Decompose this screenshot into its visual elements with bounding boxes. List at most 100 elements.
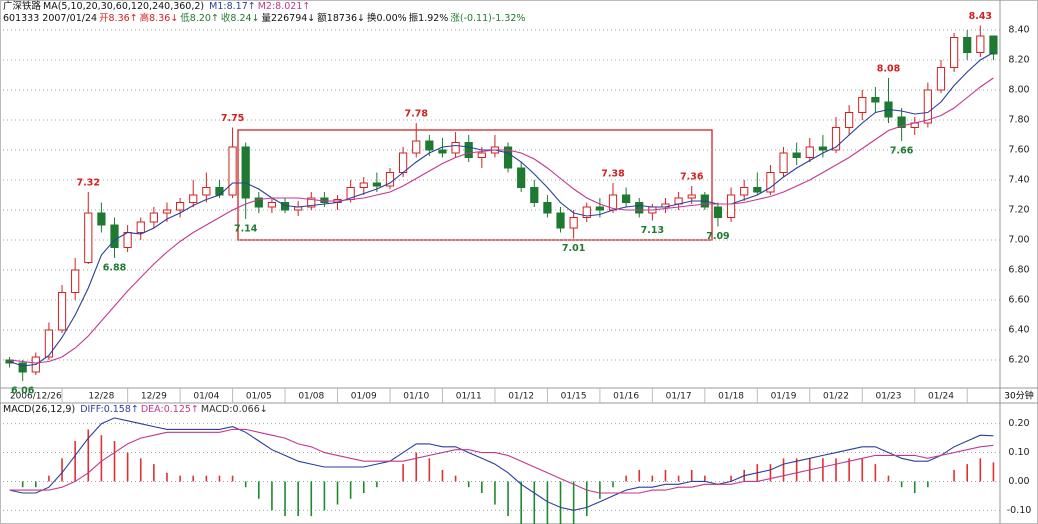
x-tick-label: 01/15 (561, 392, 587, 402)
y-tick-label: 6.40 (1008, 325, 1029, 336)
y-tick-label: 7.20 (1008, 205, 1029, 216)
info-item: 额18736↓ (317, 13, 365, 24)
candle-body (464, 142, 473, 158)
series-line (9, 52, 994, 367)
info-item: 振1.92% (408, 13, 449, 24)
candle-body (189, 194, 198, 203)
info-item: 收8.24↓ (220, 13, 260, 24)
extreme-label: 7.38 (601, 169, 625, 180)
x-tick-label: 01/04 (193, 392, 219, 402)
extreme-label: 7.14 (234, 224, 258, 235)
candle-body (726, 194, 736, 218)
candle-body (412, 140, 421, 154)
candle-body (503, 146, 513, 169)
candle-body (595, 206, 604, 211)
y-tick-label: -0.10 (1007, 505, 1032, 516)
candle-body (818, 146, 828, 151)
y-tick-label: 7.60 (1008, 145, 1029, 156)
extreme-label: 7.78 (405, 109, 429, 120)
x-tick-label: 01/09 (351, 392, 377, 402)
legend-entry: MACD:0.066↓ (200, 404, 268, 415)
header-line-1: 广深铁路 MA(5,10,20,30,60,120,240,360,2) M1:8… (3, 1, 314, 13)
candle-body (241, 146, 250, 199)
candle-body (635, 202, 644, 214)
candle-body (110, 224, 119, 248)
candle-body (923, 89, 932, 124)
extreme-label: 7.36 (680, 172, 704, 183)
macd-header: MACD(26,12,9) DIFF:0.158↑ DEA:0.125↑ MACD:… (3, 404, 270, 416)
x-tick-label: 01/23 (876, 392, 902, 402)
candle-body (228, 146, 237, 196)
x-tick-label: 01/05 (246, 392, 272, 402)
candle-body (149, 212, 158, 223)
y-tick-label: 6.20 (1008, 355, 1029, 366)
x-tick-label: 2006/12/26 (10, 392, 62, 402)
candle-body (5, 359, 14, 364)
candle-body (372, 182, 381, 187)
candle-body (254, 197, 263, 208)
x-tick-label: 01/16 (613, 392, 639, 402)
candle-body (831, 127, 841, 151)
candle-body (936, 67, 946, 91)
x-tick-label: 01/12 (508, 392, 534, 402)
y-tick-label: 0.20 (1008, 418, 1029, 429)
y-tick-label: 0.00 (1008, 476, 1029, 487)
y-tick-label: 7.40 (1008, 175, 1029, 186)
y-tick-label: 8.20 (1008, 55, 1029, 66)
x-tick-label: 01/08 (298, 392, 324, 402)
extreme-label: 7.09 (706, 231, 729, 242)
candle-body (963, 37, 972, 53)
x-tick-label: 01/24 (928, 392, 954, 402)
info-item: 开8.36↑ (99, 13, 138, 24)
candle-body (949, 37, 959, 68)
candle-body (57, 292, 67, 331)
x-tick-label: 01/11 (456, 392, 482, 402)
x-tick-label: 01/10 (403, 392, 429, 402)
candle-body (569, 217, 578, 229)
candle-body (543, 202, 552, 214)
candle-body (215, 187, 224, 196)
period-label: 30分钟 (1004, 390, 1033, 402)
info-item: 高8.36↓ (139, 13, 179, 24)
legend-entry: DEA:0.125↑ (140, 404, 199, 415)
extreme-label: 7.32 (77, 178, 100, 189)
candle-body (845, 112, 854, 128)
x-tick-label: 12/28 (88, 392, 114, 402)
candle-body (530, 187, 539, 203)
candle-body (989, 35, 998, 55)
candle-body (792, 152, 801, 158)
info-item: 601333 2007/01/24 (3, 13, 98, 24)
x-tick-label: 01/19 (771, 392, 797, 402)
candle-body (267, 202, 277, 208)
extreme-label: 6.06 (11, 386, 35, 397)
candle-body (451, 142, 460, 154)
candle-body (399, 152, 408, 173)
candle-body (871, 97, 880, 103)
candle-body (175, 202, 185, 211)
candle-body (477, 152, 486, 158)
info-item: 涨(-0.11)-1.32% (450, 13, 526, 24)
extreme-label: 8.43 (969, 11, 992, 22)
macd-title: MACD(26,12,9) (3, 404, 76, 415)
series-line (9, 417, 994, 511)
stock-name: 广深铁路 (3, 1, 42, 12)
highlight-box (237, 129, 713, 241)
candle-body (582, 206, 591, 218)
candle-body (779, 152, 788, 173)
candle-body (766, 172, 775, 193)
candle-body (136, 221, 145, 233)
candle-body (84, 212, 93, 263)
y-tick-label: 6.80 (1008, 265, 1029, 276)
candle-body (71, 269, 80, 293)
y-tick-label: 7.80 (1008, 115, 1029, 126)
y-tick-label: 6.60 (1008, 295, 1029, 306)
candle-body (97, 212, 106, 226)
x-tick-label: 01/22 (823, 392, 849, 402)
legend-entry: M1:8.17↑ (209, 1, 256, 12)
candle-body (622, 194, 631, 203)
y-tick-label: 8.40 (1008, 25, 1029, 36)
candle-body (687, 194, 696, 199)
candle-body (425, 140, 434, 151)
